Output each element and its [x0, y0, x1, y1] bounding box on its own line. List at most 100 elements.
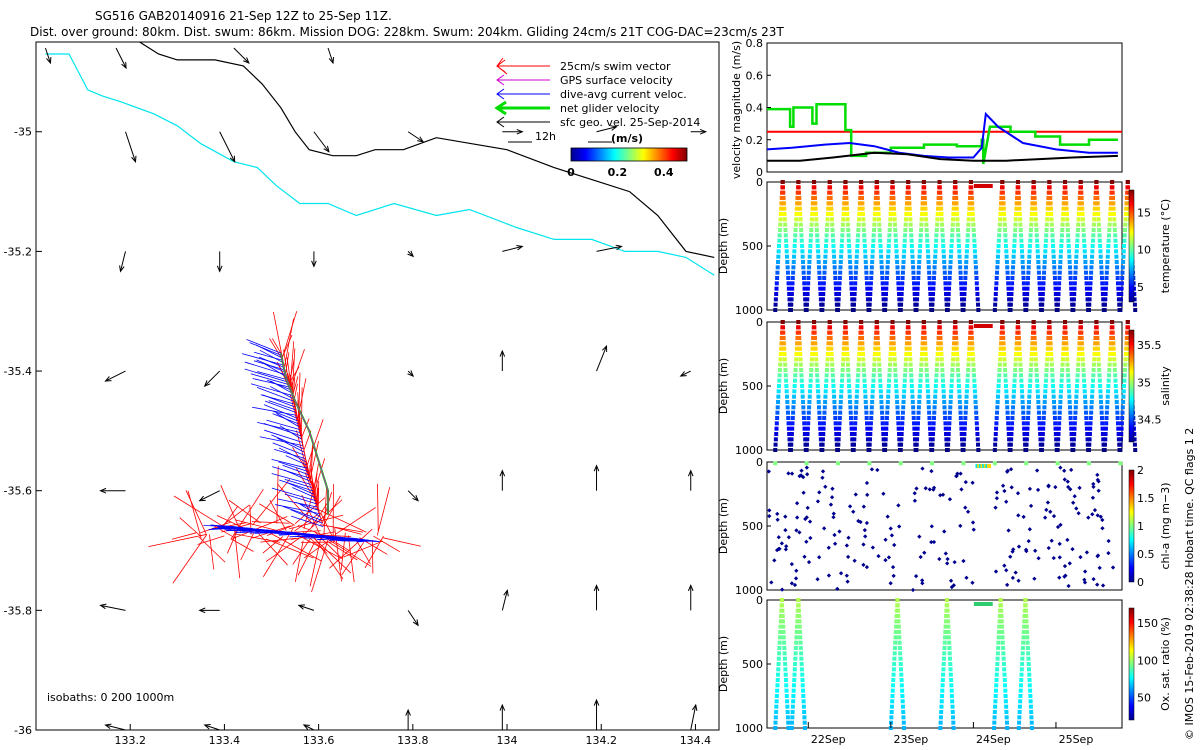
profile-mark-temperature-5-23a: [851, 302, 856, 307]
profile-mark-ox-0-12b: [783, 662, 788, 666]
profile-mark-temperature-20-21b: [1100, 292, 1105, 296]
profile-mark-chla-224: [1058, 465, 1063, 470]
profile-mark-temperature-19-18b: [1084, 276, 1089, 280]
profile-mark-salinity-15-18b: [1021, 416, 1026, 420]
profile-mark-chla-34: [831, 515, 836, 520]
profile-mark-salinity-21-17b: [1115, 410, 1120, 415]
profile-mark-temperature-2-9b: [814, 228, 819, 232]
profile-mark-salinity-4-13b: [847, 389, 852, 394]
profile-mark-ox-3-14b: [948, 672, 953, 677]
profile-mark-temperature-15-2b: [1016, 190, 1021, 195]
profile-mark-chla-144: [918, 554, 923, 560]
profile-mark-salinity-2-21b: [818, 432, 823, 436]
profile-mark-temperature-11-12b: [956, 244, 961, 248]
profile-mark-temperature-4-5b: [844, 206, 849, 211]
profile-mark-temperature-1-17b: [801, 270, 806, 275]
profile-mark-salinity-5-6a: [857, 352, 862, 356]
profile-mark-salinity-1-4a: [795, 341, 800, 346]
profile-mark-ox-3-20a: [939, 704, 944, 709]
dac-vector-n52: [253, 360, 286, 371]
profile-mark-ox-0-3b: [780, 614, 785, 618]
profile-mark-temperature-3-3b: [828, 196, 833, 200]
profile-mark-salinity-9-22a: [915, 437, 920, 442]
profile-mark-salinity-9-24a: [914, 448, 919, 452]
profile-mark-temperature-11-1b: [953, 185, 958, 190]
profile-mark-temperature-18-19a: [1057, 281, 1062, 286]
profile-mark-salinity-2-17b: [817, 410, 822, 415]
profile-mark-temperature-12-11a: [965, 238, 970, 243]
map-frame: [35, 41, 720, 731]
profile-mark-salinity-21-7a: [1107, 357, 1112, 362]
profile-mark-temperature-7-3b: [891, 196, 896, 200]
profile-mark-chla-148: [929, 468, 934, 474]
profile-mark-temperature-19-18a: [1073, 276, 1078, 280]
profile-mark-temperature-9-19a: [915, 281, 920, 286]
profile-mark-salinity-3-24a: [820, 448, 825, 452]
time-tick-label-1: 23Sep: [893, 733, 928, 746]
profile-mark-chla-8: [1078, 554, 1083, 560]
profile-mark-temperature-1-13b: [800, 249, 805, 254]
profile-mark-ox-0-4b: [780, 619, 785, 624]
profile-mark-temperature-11-4a: [951, 201, 956, 206]
profile-mark-temperature-21-19a: [1104, 281, 1109, 286]
profile-mark-temperature-2-14b: [816, 254, 821, 259]
profile-mark-temperature-11-21b: [959, 292, 964, 296]
profile-mark-salinity-20-5b: [1095, 346, 1100, 351]
profile-mark-temperature-16-19b: [1037, 281, 1042, 286]
profile-mark-temperature-17-11a: [1043, 238, 1048, 243]
profile-mark-temperature-15-13b: [1020, 249, 1025, 254]
profile-mark-chla-119: [793, 576, 799, 581]
profile-mark-salinity-15-6a: [1014, 352, 1019, 356]
profile-mark-temperature-10-14a: [933, 254, 938, 259]
swim-vector-44: [276, 483, 314, 525]
profile-mark-ox-2-17b: [900, 688, 905, 693]
profile-mark-salinity-17-11b: [1050, 378, 1055, 383]
profile-mark-temperature-17-7a: [1045, 217, 1050, 222]
profile-mark-salinity-10-8b: [940, 362, 945, 367]
profile-mark-ox-2-6b: [897, 630, 902, 634]
profile-mark-salinity-22-0b: [1125, 320, 1130, 324]
swim-vector-63: [329, 528, 373, 569]
profile-mark-salinity-5-7b: [861, 357, 866, 362]
profile-mark-chla-4: [897, 524, 902, 529]
profile-mark-temperature-11-11b: [956, 238, 961, 243]
profile-mark-salinity-0-9a: [777, 368, 782, 372]
profile-mark-temperature-14-20a: [994, 286, 999, 291]
profile-dots-oxygen: [773, 598, 1035, 730]
profile-mark-chla-75: [920, 466, 925, 471]
profile-mark-salinity-5-15b: [863, 400, 868, 404]
profile-mark-temperature-7-8b: [892, 222, 897, 227]
profile-mark-salinity-20-22a: [1087, 437, 1092, 442]
sfc-vector-0-head: [46, 56, 52, 65]
profile-mark-chla-63: [1016, 578, 1021, 583]
profile-mark-ox-0-0b: [779, 598, 784, 602]
profile-mark-ox-0-9a: [777, 646, 782, 650]
profile-mark-salinity-7-16a: [885, 405, 890, 410]
profile-mark-ox-4-5b: [1000, 624, 1005, 629]
profile-mark-chla-83: [970, 480, 975, 485]
profile-mark-salinity-18-16b: [1067, 405, 1072, 410]
profile-mark-chla-133: [1065, 479, 1070, 484]
profile-mark-ox-2-18b: [900, 694, 905, 698]
profile-mark-salinity-6-19b: [880, 421, 885, 426]
profile-mark-temperature-8-4a: [904, 201, 909, 206]
profile-mark-ox-5-20b: [1028, 704, 1033, 709]
profile-mark-salinity-17-12b: [1051, 384, 1056, 388]
profile-mark-chla-204: [1062, 564, 1068, 569]
swim-vectors: [148, 311, 421, 593]
profile-mark-ox-5-14b: [1027, 672, 1032, 677]
profile-mark-temperature-10-16a: [932, 265, 937, 270]
profile-mark-ox-4-16a: [994, 683, 999, 688]
net-velocity: [279, 352, 329, 515]
profile-mark-temperature-1-4b: [797, 201, 802, 206]
profile-mark-temperature-2-15a: [807, 260, 812, 264]
profile-mark-temperature-11-5a: [951, 206, 956, 211]
profile-mark-temperature-10-7a: [935, 217, 940, 222]
legend-swim-arrowheads: [496, 57, 508, 75]
sfc-vector-30-head: [198, 607, 206, 614]
profile-mark-temperature-19-9a: [1075, 228, 1080, 232]
profile-mark-temperature-21-8b: [1112, 222, 1117, 227]
gps-velocity-line: [280, 353, 329, 515]
profile-mark-temperature-22-9a: [1122, 228, 1127, 232]
